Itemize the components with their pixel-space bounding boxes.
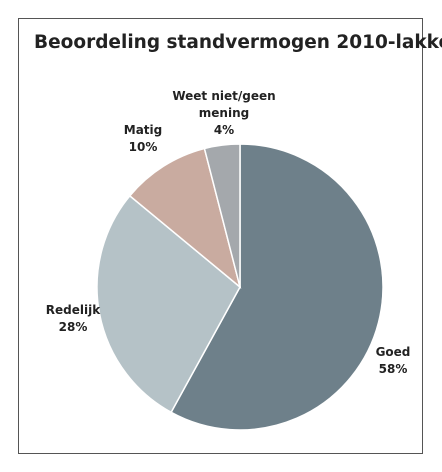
value-label: 4% — [213, 123, 235, 137]
slice-label: Goed 58% — [363, 344, 423, 378]
pie-slice — [203, 143, 241, 288]
category-label: Goed — [375, 345, 411, 359]
slice-label: Weet niet/geen mening 4% — [167, 88, 282, 139]
value-label: 28% — [58, 320, 88, 334]
frame — [18, 18, 423, 454]
chart-title: Beoordeling standvermogen 2010-lakken — [34, 32, 442, 53]
category-label: Redelijk — [45, 303, 101, 317]
value-label: 58% — [378, 362, 408, 376]
category-label: Weet niet/geen mening — [172, 89, 276, 120]
pie-slice — [96, 194, 241, 414]
slice-label: Redelijk 28% — [38, 302, 108, 336]
slice-label: Matig 10% — [113, 122, 173, 156]
pie-slice — [170, 143, 384, 431]
value-label: 10% — [128, 140, 158, 154]
pie-slice — [128, 147, 242, 290]
category-label: Matig — [123, 123, 163, 137]
